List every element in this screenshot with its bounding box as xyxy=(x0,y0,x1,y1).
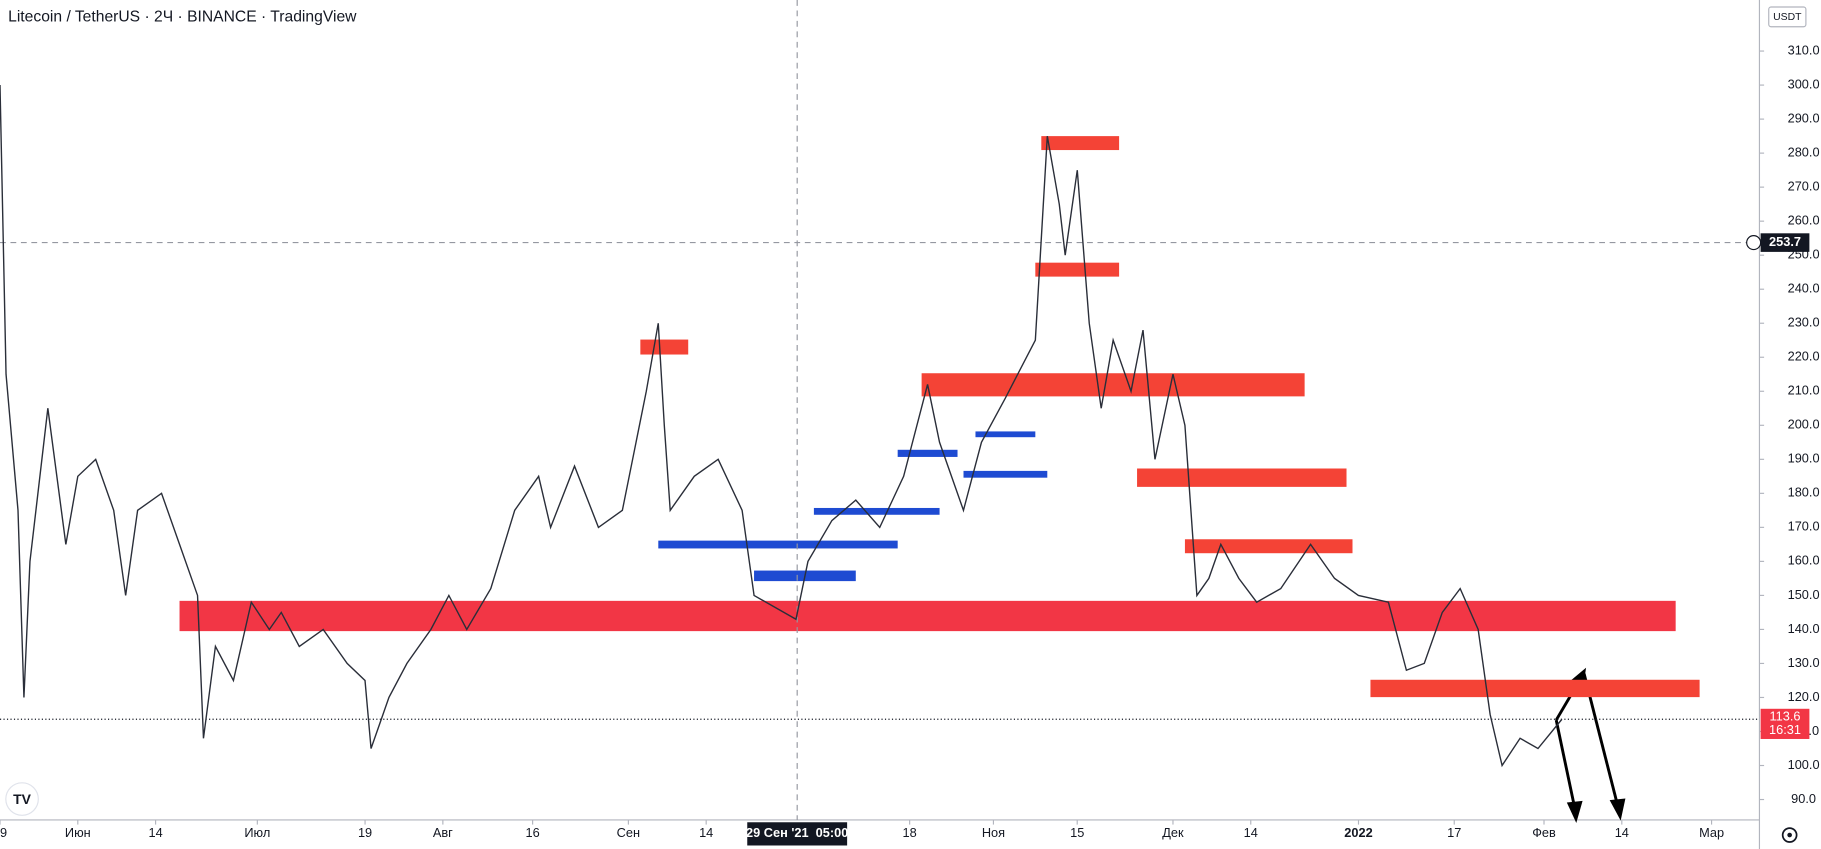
x-tick-label: 19 xyxy=(358,825,372,840)
y-tick-label: 150.0 xyxy=(1788,587,1820,602)
x-tick-label: 14 xyxy=(699,825,713,840)
last-price-box xyxy=(1760,708,1810,739)
y-tick-label: 300.0 xyxy=(1788,76,1820,91)
price-line xyxy=(0,85,1563,768)
settings-icon[interactable] xyxy=(1781,827,1798,843)
x-tick-label: Сен xyxy=(617,825,640,840)
crosshair-y-label-box xyxy=(1760,233,1810,252)
tradingview-logo[interactable]: TV xyxy=(5,782,39,816)
zone xyxy=(1035,262,1120,277)
x-tick-label: Дек xyxy=(1162,825,1184,840)
x-tick-label: 14 xyxy=(148,825,162,840)
currency-label: USDT xyxy=(1773,12,1802,23)
x-tick-label: 16 xyxy=(526,825,540,840)
x-tick-label: 18 xyxy=(903,825,917,840)
svg-text:TV: TV xyxy=(13,791,32,807)
x-tick-label: 14 xyxy=(1615,825,1629,840)
y-tick-label: 130.0 xyxy=(1788,655,1820,670)
y-tick-label: 190.0 xyxy=(1788,451,1820,466)
y-tick-label: 140.0 xyxy=(1788,621,1820,636)
zone xyxy=(179,600,1676,632)
last-price-label: 113.6 xyxy=(1769,708,1800,723)
y-tick-label: 160.0 xyxy=(1788,553,1820,568)
y-tick-label: 100.0 xyxy=(1788,757,1820,772)
y-tick-label: 90.0 xyxy=(1791,791,1816,806)
zone xyxy=(963,470,1048,478)
x-tick-label: 9 xyxy=(0,825,7,840)
y-tick-label: 290.0 xyxy=(1788,110,1820,125)
y-tick-label: 310.0 xyxy=(1788,42,1820,57)
x-tick-label: Июл xyxy=(244,825,270,840)
x-tick-label: Ноя xyxy=(982,825,1005,840)
zone xyxy=(1041,136,1120,151)
x-tick-label: Мар xyxy=(1699,825,1724,840)
zone xyxy=(813,507,940,515)
y-tick-label: 270.0 xyxy=(1788,179,1820,194)
crosshair-x-label: 29 Сен '21 05:00 xyxy=(746,825,848,840)
zone xyxy=(921,373,1305,397)
crosshair-y-label: 253.7 xyxy=(1769,234,1801,249)
crosshair-plus xyxy=(1746,235,1762,251)
y-tick-label: 240.0 xyxy=(1788,281,1820,296)
y-tick-label: 280.0 xyxy=(1788,144,1820,159)
zone xyxy=(975,431,1036,438)
zone xyxy=(658,540,898,549)
x-tick-label: 14 xyxy=(1244,825,1258,840)
y-tick-label: 170.0 xyxy=(1788,519,1820,534)
chart-title: Litecoin / TetherUS · 2Ч · BINANCE · Tra… xyxy=(8,9,357,26)
x-tick-label: 17 xyxy=(1447,825,1461,840)
zone xyxy=(640,339,689,355)
y-tick-label: 220.0 xyxy=(1788,349,1820,364)
x-tick-label: 15 xyxy=(1070,825,1084,840)
zone xyxy=(897,449,958,457)
x-tick-label: Июн xyxy=(65,825,91,840)
countdown-label: 16:31 xyxy=(1769,722,1801,737)
y-tick-label: 230.0 xyxy=(1788,315,1820,330)
zone xyxy=(1370,679,1700,698)
zone xyxy=(1137,468,1347,487)
zone xyxy=(1184,539,1353,554)
x-tick-label: Фев xyxy=(1532,825,1556,840)
crosshair-x-label-box xyxy=(747,822,848,846)
x-tick-label: 2022 xyxy=(1344,825,1372,840)
y-tick-label: 210.0 xyxy=(1788,383,1820,398)
y-tick-label: 120.0 xyxy=(1788,689,1820,704)
x-tick-label: Авг xyxy=(433,825,453,840)
y-tick-label: 180.0 xyxy=(1788,485,1820,500)
y-tick-label: 260.0 xyxy=(1788,213,1820,228)
y-tick-label: 200.0 xyxy=(1788,417,1820,432)
currency-box[interactable] xyxy=(1768,6,1807,28)
